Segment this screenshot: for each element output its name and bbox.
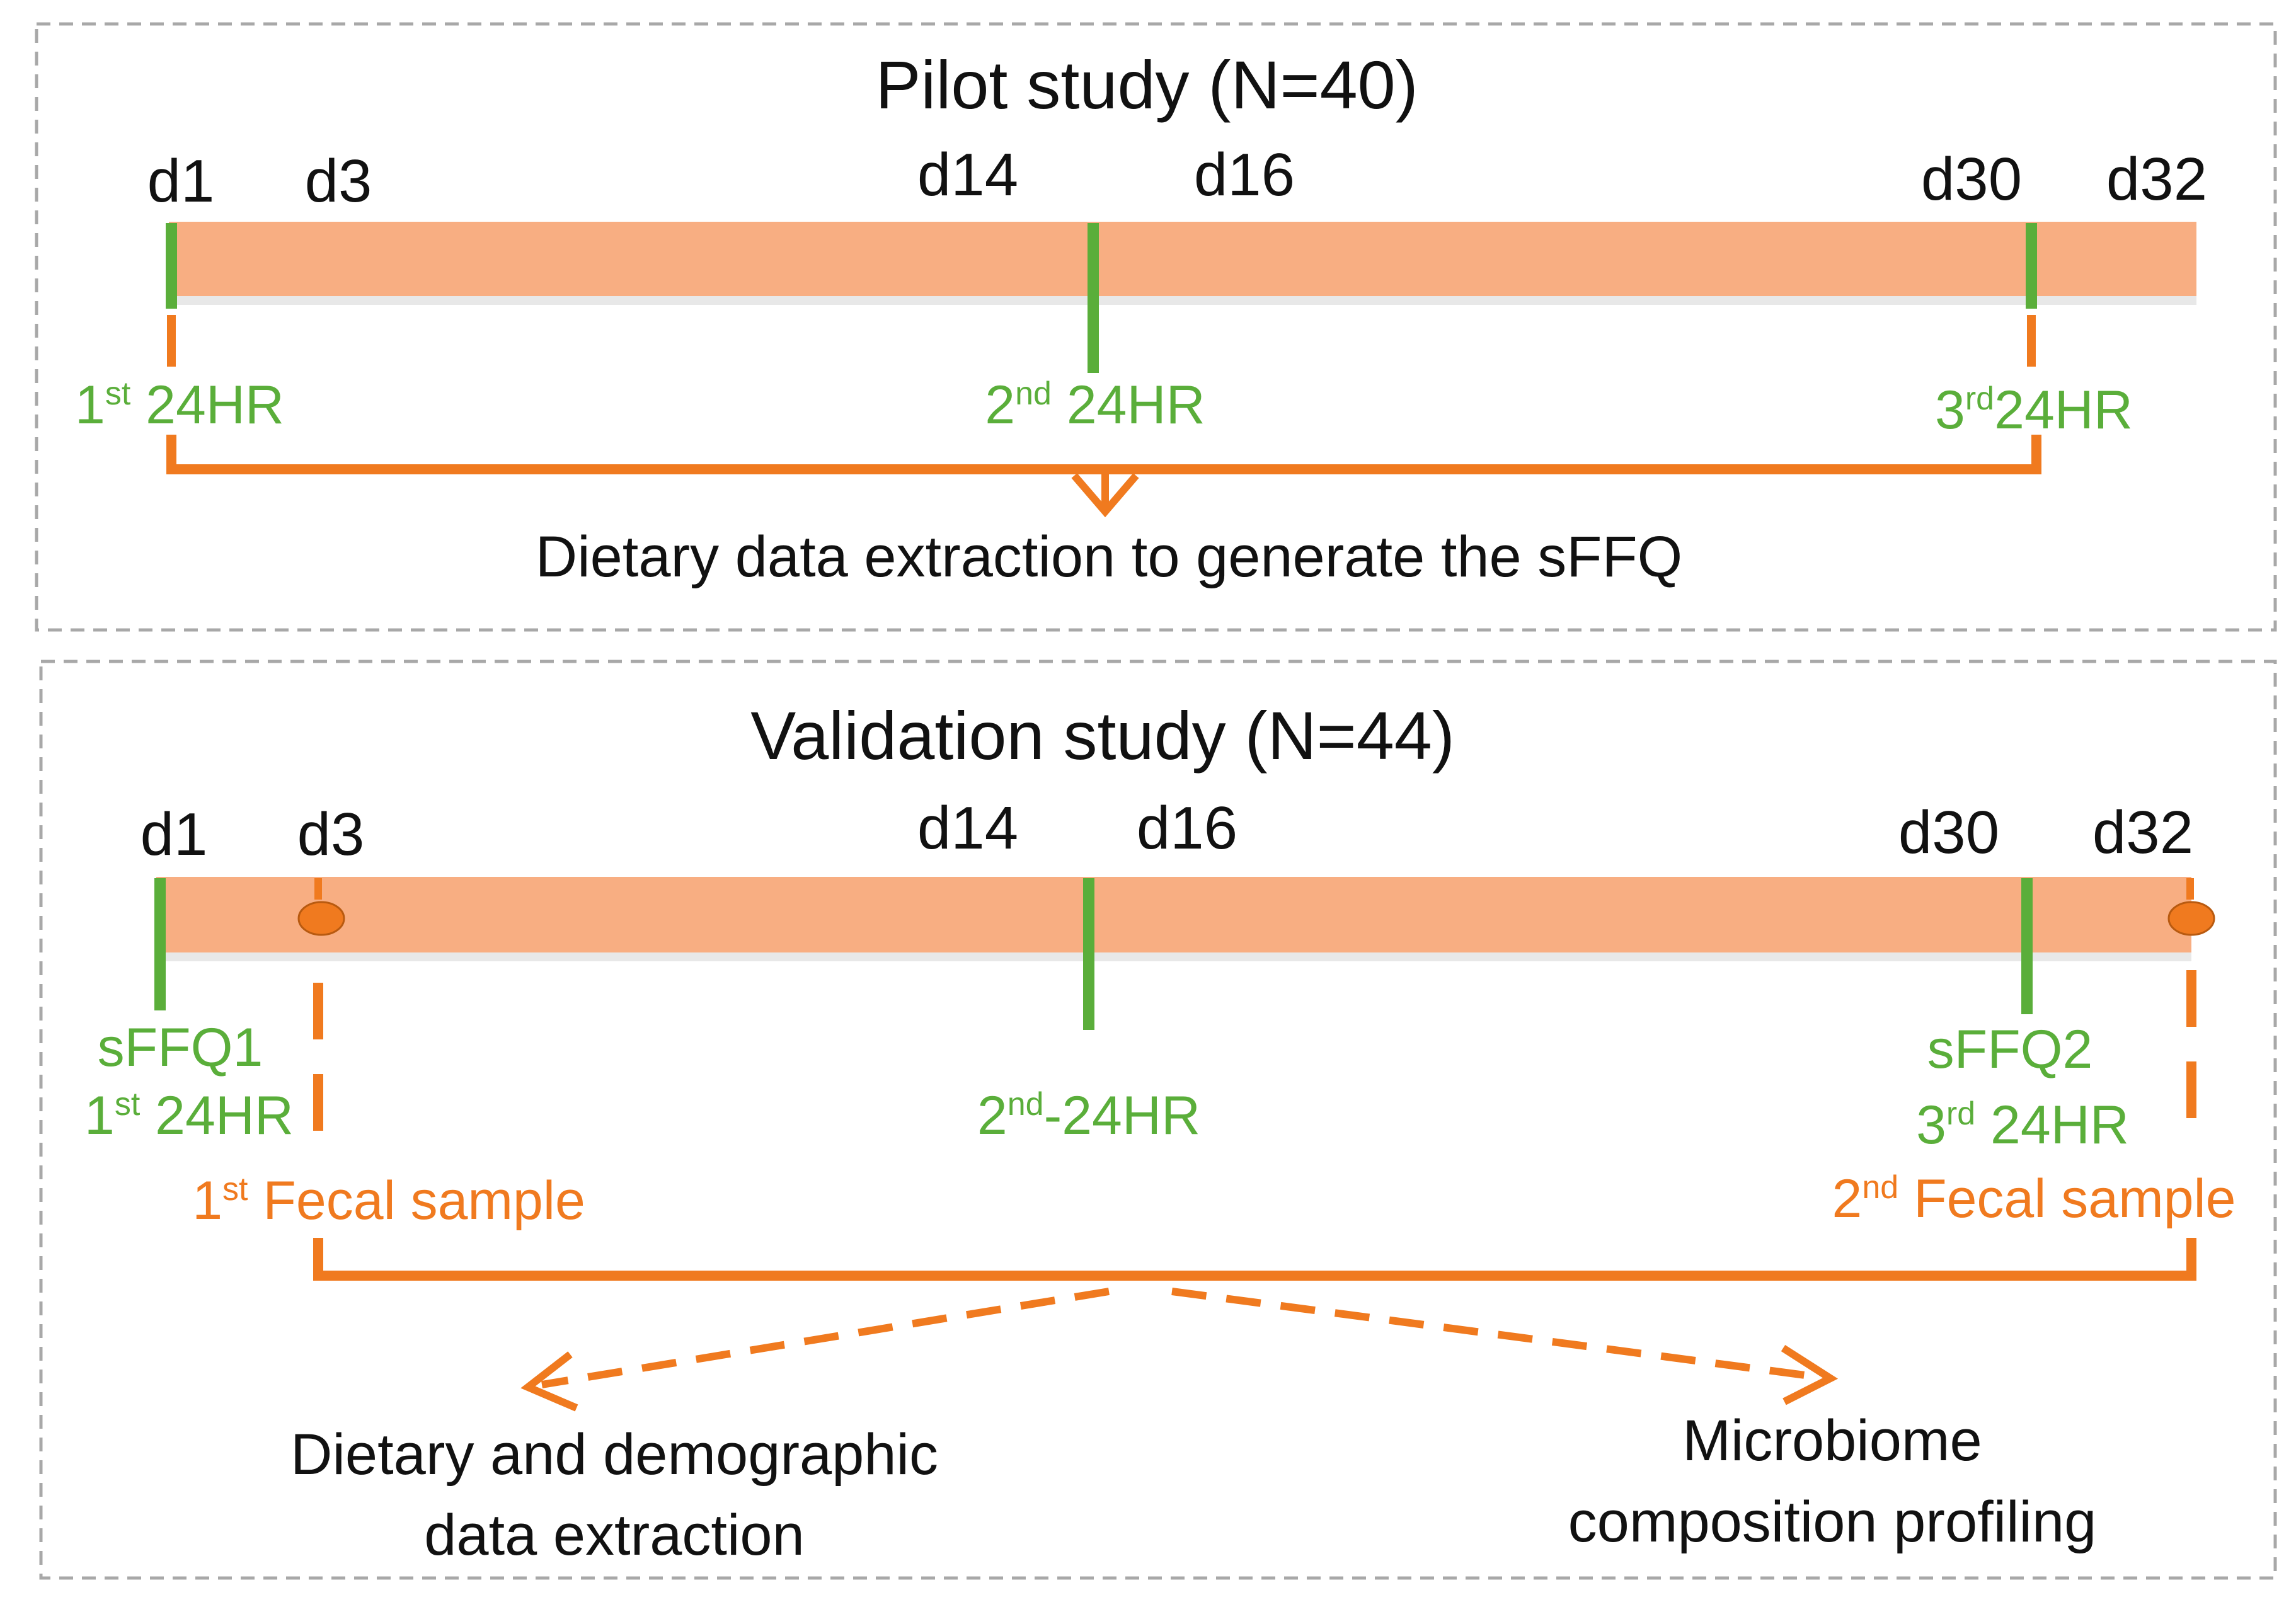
pilot-outcome: Dietary data extraction to generate the … — [536, 525, 1682, 589]
pilot-study-panel: Pilot study (N=40) d1 d3 d14 d16 d30 d32… — [35, 22, 2277, 632]
pilot-recall-1: 1st 24HR — [75, 375, 284, 435]
pilot-panel-border — [35, 22, 2277, 632]
validation-fecal-1: 1st Fecal sample — [192, 1170, 585, 1231]
validation-bar-shadow — [156, 952, 2191, 961]
validation-day-d30: d30 — [1898, 799, 1999, 866]
pilot-day-d3: d3 — [305, 147, 372, 215]
validation-day-d32: d32 — [2092, 799, 2193, 866]
validation-sffq2: sFFQ2 — [1927, 1019, 2093, 1080]
validation-recall-1: 1st 24HR — [84, 1085, 294, 1146]
pilot-bracket — [166, 435, 2041, 474]
validation-sffq1: sFFQ1 — [98, 1017, 263, 1078]
pilot-recall-3: 3rd24HR — [1935, 380, 2133, 440]
validation-outcome-left-line1: Dietary and demographic — [290, 1422, 938, 1487]
pilot-timeline-bar — [169, 222, 2196, 296]
fecal-sample-dot-d3 — [297, 901, 345, 936]
right-arrowhead-icon — [1781, 1344, 1839, 1405]
validation-study-panel: Validation study (N=44) d1 d3 d14 d16 d3… — [39, 660, 2277, 1580]
validation-day-d16: d16 — [1137, 794, 1237, 862]
validation-panel-border — [39, 660, 2277, 1580]
validation-arrow-left-line — [541, 1288, 1110, 1388]
validation-day-d3: d3 — [297, 801, 365, 868]
validation-arrow-right-line — [1171, 1288, 1815, 1380]
fecal-sample-dot-d32 — [2167, 901, 2215, 936]
validation-timeline-bar — [156, 877, 2191, 952]
pilot-title: Pilot study (N=40) — [875, 47, 1418, 123]
pilot-bar-shadow — [169, 296, 2196, 305]
validation-day-d14: d14 — [917, 794, 1018, 862]
validation-outcome-right-line2: composition profiling — [1568, 1490, 2097, 1554]
pilot-arrow-down-icon — [1071, 472, 1139, 518]
validation-bracket — [313, 1238, 2196, 1281]
pilot-day-d30: d30 — [1921, 146, 2022, 213]
validation-fecal-2: 2nd Fecal sample — [1832, 1169, 2236, 1229]
left-arrowhead-icon — [520, 1351, 578, 1412]
validation-recall-2: 2nd-24HR — [977, 1085, 1200, 1146]
pilot-day-d16: d16 — [1194, 141, 1295, 209]
pilot-day-d14: d14 — [917, 141, 1018, 209]
validation-recall-3: 3rd 24HR — [1916, 1095, 2129, 1155]
validation-outcome-right-line1: Microbiome — [1682, 1409, 1982, 1473]
pilot-recall-2: 2nd 24HR — [985, 375, 1205, 435]
validation-title: Validation study (N=44) — [750, 697, 1455, 774]
validation-outcome-left-line2: data extraction — [424, 1503, 804, 1567]
pilot-day-d1: d1 — [147, 147, 215, 215]
validation-day-d1: d1 — [141, 801, 208, 868]
pilot-day-d32: d32 — [2106, 146, 2207, 213]
